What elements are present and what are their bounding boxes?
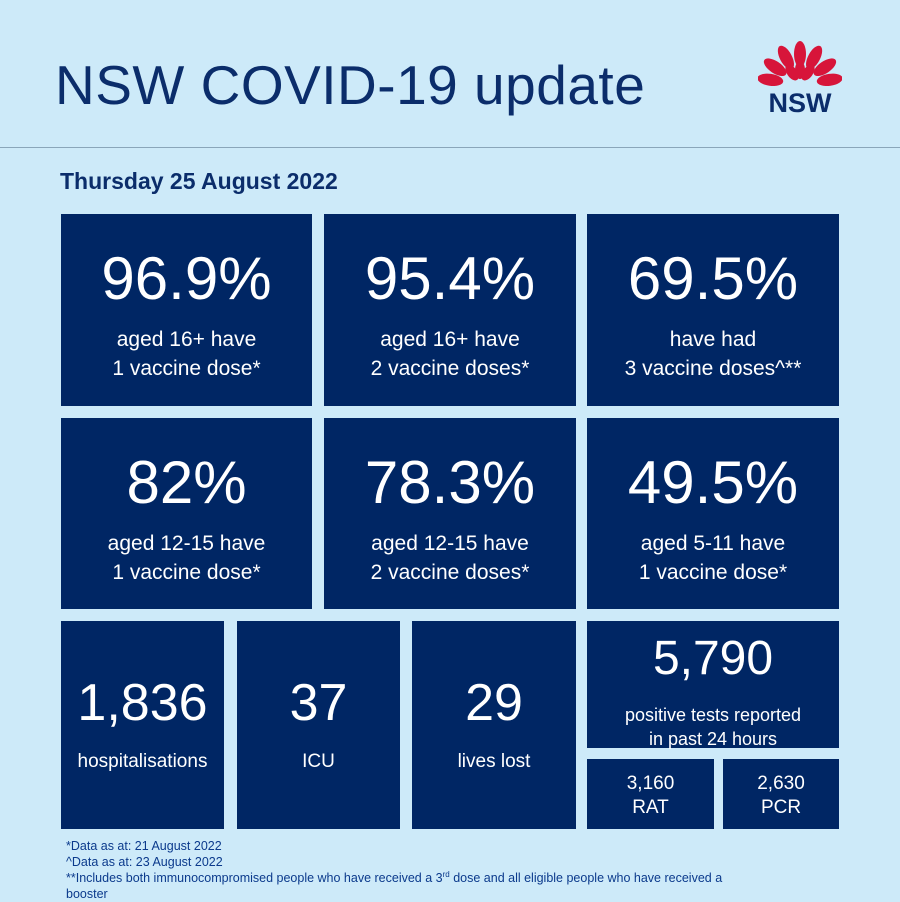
stat-value: 82% [126,449,247,516]
stat-label: aged 5-11 have 1 vaccine dose* [587,529,839,587]
footnote-3-wrap: booster [66,887,108,901]
pcr-card: 2,630 PCR [723,759,839,829]
footnote-1: *Data as at: 21 August 2022 [66,839,222,853]
stat-value: 69.5% [627,245,799,312]
stat-label: PCR [760,797,802,818]
stat-value: 5,790 [652,632,774,685]
stat-label: aged 12-15 have 1 vaccine dose* [61,529,312,587]
stat-label-line1: aged 12-15 have [371,532,529,555]
stat-label-line2: 1 vaccine dose* [112,561,261,584]
stat-label: RAT [632,797,669,818]
stat-label-line2: 1 vaccine dose* [112,357,261,380]
hospitalisations-card: 1,836 hospitalisations [61,621,224,829]
stat-value: 95.4% [364,245,536,312]
stat-label: ICU [302,751,335,772]
rat-card: 3,160 RAT [587,759,714,829]
stat-label: have had 3 vaccine doses^** [587,325,839,383]
stat-value: 3,160 [626,773,675,794]
logo-text: NSW [768,88,832,118]
stat-label: hospitalisations [77,751,208,772]
stat-label-line2: 2 vaccine doses* [370,561,530,584]
stat-label-line1: aged 5-11 have [640,532,786,555]
page-title: NSW COVID-19 update [55,54,646,116]
stat-value: 2,630 [757,773,805,794]
vaccine-card-5to11-dose1: 49.5% aged 5-11 have 1 vaccine dose* [587,418,839,609]
stat-label: aged 16+ have 2 vaccine doses* [324,325,576,383]
stat-label-line1: aged 12-15 have [107,532,266,555]
stat-label-line1: have had [669,328,757,351]
vaccine-card-16plus-dose2: 95.4% aged 16+ have 2 vaccine doses* [324,214,576,406]
footnote-3-text: **Includes both immunocompromised people… [66,871,443,885]
vaccine-card-12to15-dose1: 82% aged 12-15 have 1 vaccine dose* [61,418,312,609]
stat-value: 29 [465,674,523,732]
report-date: Thursday 25 August 2022 [60,168,338,194]
stat-label: aged 16+ have 1 vaccine dose* [61,325,312,383]
footnote-2: ^Data as at: 23 August 2022 [66,855,223,869]
footnotes: *Data as at: 21 August 2022 ^Data as at:… [66,838,722,902]
stat-label-line2: 2 vaccine doses* [370,357,530,380]
stat-label-line1: positive tests reported [624,705,802,725]
stat-value: 37 [289,674,348,732]
stat-label: lives lost [457,751,531,772]
footnote-3-superscript: rd [442,869,450,879]
stat-label-line2: 3 vaccine doses^** [624,357,802,380]
stat-label-line2: in past 24 hours [648,729,778,749]
stat-label-line2: 1 vaccine dose* [638,561,788,584]
nsw-logo: NSW [757,40,843,122]
stat-label-line1: aged 16+ have [116,328,257,351]
vaccine-card-16plus-dose1: 96.9% aged 16+ have 1 vaccine dose* [61,214,312,406]
stat-value: 1,836 [77,674,208,732]
icu-card: 37 ICU [237,621,400,829]
footnote-3: **Includes both immunocompromised people… [66,870,722,886]
stat-label: positive tests reported in past 24 hours [587,703,839,751]
header: NSW COVID-19 update NSW [0,0,900,148]
vaccine-card-dose3: 69.5% have had 3 vaccine doses^** [587,214,839,406]
vaccine-card-12to15-dose2: 78.3% aged 12-15 have 2 vaccine doses* [324,418,576,609]
stat-value: 96.9% [101,245,272,312]
positive-tests-card: 5,790 positive tests reported in past 24… [587,621,839,751]
stat-label-line1: aged 16+ have [380,328,520,351]
footnote-3-text-cont: dose and all eligible people who have re… [449,871,723,885]
stat-value: 78.3% [364,449,536,516]
lives-lost-card: 29 lives lost [412,621,576,829]
waratah-icon [757,41,843,87]
stat-value: 49.5% [627,449,799,516]
stat-label: aged 12-15 have 2 vaccine doses* [324,529,576,587]
